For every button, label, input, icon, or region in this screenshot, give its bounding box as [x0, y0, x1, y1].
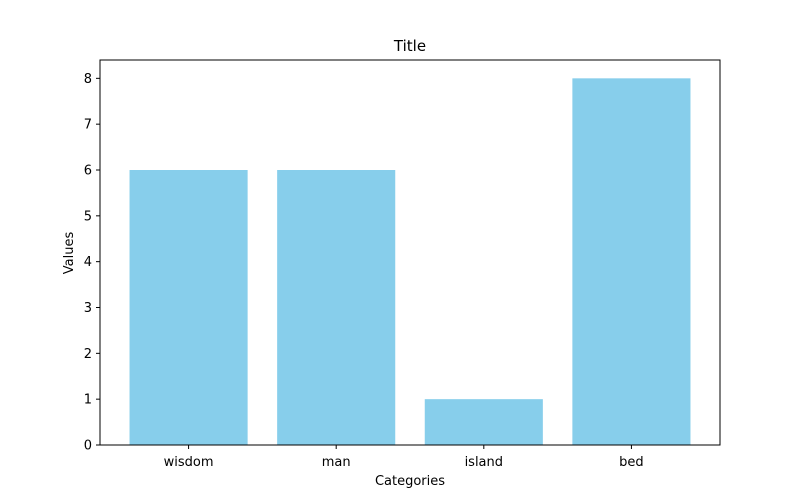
- y-tick-label: 0: [84, 439, 92, 454]
- chart-title: Title: [393, 37, 426, 55]
- y-tick-label: 8: [84, 72, 92, 87]
- x-tick-label: man: [322, 455, 351, 470]
- x-tick-label: bed: [619, 455, 644, 470]
- y-tick-label: 1: [84, 393, 92, 408]
- plot-frame: [99, 59, 721, 446]
- y-tick-label: 3: [84, 301, 92, 316]
- y-axis-title: Values: [62, 232, 77, 275]
- y-tick-label: 5: [84, 209, 92, 224]
- bar-man: [277, 170, 396, 445]
- bar-island: [424, 399, 543, 445]
- x-tick-label: island: [465, 455, 503, 470]
- y-tick-label: 2: [84, 347, 92, 362]
- y-tick-label: 7: [84, 118, 92, 133]
- x-axis-title: Categories: [375, 474, 445, 489]
- y-tick-label: 6: [84, 164, 92, 179]
- x-tick-label: wisdom: [164, 455, 214, 470]
- bar-wisdom: [129, 170, 248, 445]
- x-axis: wisdom man island bed: [164, 445, 644, 470]
- y-tick-label: 4: [84, 255, 92, 270]
- y-axis: 0 1 2 3 4 5 6 7 8: [84, 72, 100, 454]
- bar-bed: [572, 78, 691, 445]
- bars-layer: [129, 78, 691, 445]
